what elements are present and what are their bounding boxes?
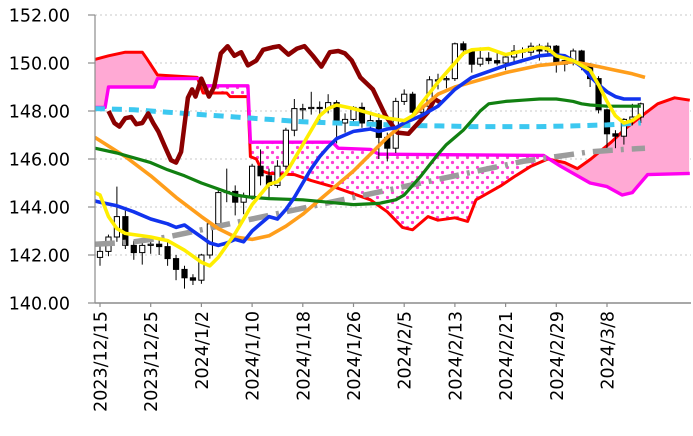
candle-up [215,190,222,227]
candle-body [215,192,222,225]
candle-body [341,118,349,124]
candle-body [282,129,289,167]
y-tick-label: 144.00 [9,199,70,219]
x-tick-label: 2023/12/15 [92,311,112,412]
y-tick-label: 152.00 [9,7,70,27]
candle-body [274,165,281,186]
candle-body [172,258,180,270]
candle-body [96,250,104,258]
candle-down [485,52,492,65]
candle-body [502,56,509,64]
candle-body [477,57,484,65]
candle-up [291,99,298,137]
candle-down [164,239,171,266]
candle-body [130,244,137,254]
y-tick-label: 140.00 [9,295,70,315]
candle-down [189,274,197,285]
candle-body [603,109,611,135]
dashed-cyan-longterm-line [95,106,641,130]
senkou-span-b-line [95,50,691,232]
ma-orange-long-line [95,60,646,242]
y-axis-labels: 152.00 150.00 148.00 146.00 144.00 142.00 140.… [9,7,95,315]
candle-body [443,78,450,81]
x-axis-labels: 2023/12/15 2023/12/25 2024/1/2 2024/1/10 202… [92,303,619,412]
candle-body [139,244,146,254]
candle-up [198,253,205,284]
senkou-span-a-line [95,76,690,197]
candle-body [147,243,154,246]
x-tick-label: 2024/2/29 [548,311,568,401]
candle-down [130,240,137,260]
candle-body [181,268,188,279]
y-tick-label: 142.00 [9,247,70,267]
candle-up [299,103,306,120]
x-tick-label: 2023/12/25 [142,311,162,412]
candle-body [291,108,298,131]
candle-down [358,102,366,128]
x-tick-label: 2024/1/18 [294,311,314,401]
candle-down [156,240,163,255]
candle-body [637,103,644,118]
candle-up [96,243,104,266]
dashed-gray-trend-line [95,145,646,247]
lagging-span-dark-red-line [106,43,442,165]
candle-down [612,130,619,149]
x-tick-label: 2024/3/8 [599,311,619,390]
candle-body [198,254,205,281]
candle-body [189,277,197,281]
candle-body [164,246,171,260]
x-tick-label: 2024/2/13 [446,311,466,401]
candle-down [603,108,611,149]
candle-body [156,243,163,248]
candle-down [181,265,188,289]
candle-body [485,57,492,62]
candle-down [257,149,264,186]
y-tick-label: 150.00 [9,55,70,75]
candle-body [299,108,306,111]
indicator-lines [95,43,646,268]
x-tick-label: 2024/2/21 [497,311,517,401]
candle-body [595,78,602,111]
candle-up [249,163,256,200]
candle-body [375,120,382,138]
candle-body [358,106,366,124]
candle-up [308,91,315,115]
candle-up [401,89,408,105]
y-tick-label: 146.00 [9,151,70,171]
candle-body [612,133,619,137]
x-tick-label: 2024/1/26 [345,311,365,401]
candle-body [460,43,467,51]
candle-down [494,52,501,66]
candle-body [257,165,264,177]
candle-up [139,239,146,265]
candle-body [620,118,627,137]
candle-body [401,93,408,102]
candle-up [282,127,289,170]
candle-body [316,106,323,110]
x-tick-label: 2024/2/5 [396,311,416,390]
candle-up [443,76,450,89]
candle-body [409,93,416,113]
y-tick-label: 148.00 [9,103,70,123]
candle-body [249,165,256,197]
x-tick-label: 2024/1/10 [244,311,264,401]
ma-yellow-fast-line [95,45,642,268]
x-tick-label: 2024/1/2 [193,311,213,390]
candle-body [308,106,315,110]
cloud-fill-solid [549,97,690,195]
candle-body [494,60,501,64]
candle-down [172,255,180,281]
ma-green-slow-line [95,97,641,207]
cloud-fill-solid [95,52,198,108]
